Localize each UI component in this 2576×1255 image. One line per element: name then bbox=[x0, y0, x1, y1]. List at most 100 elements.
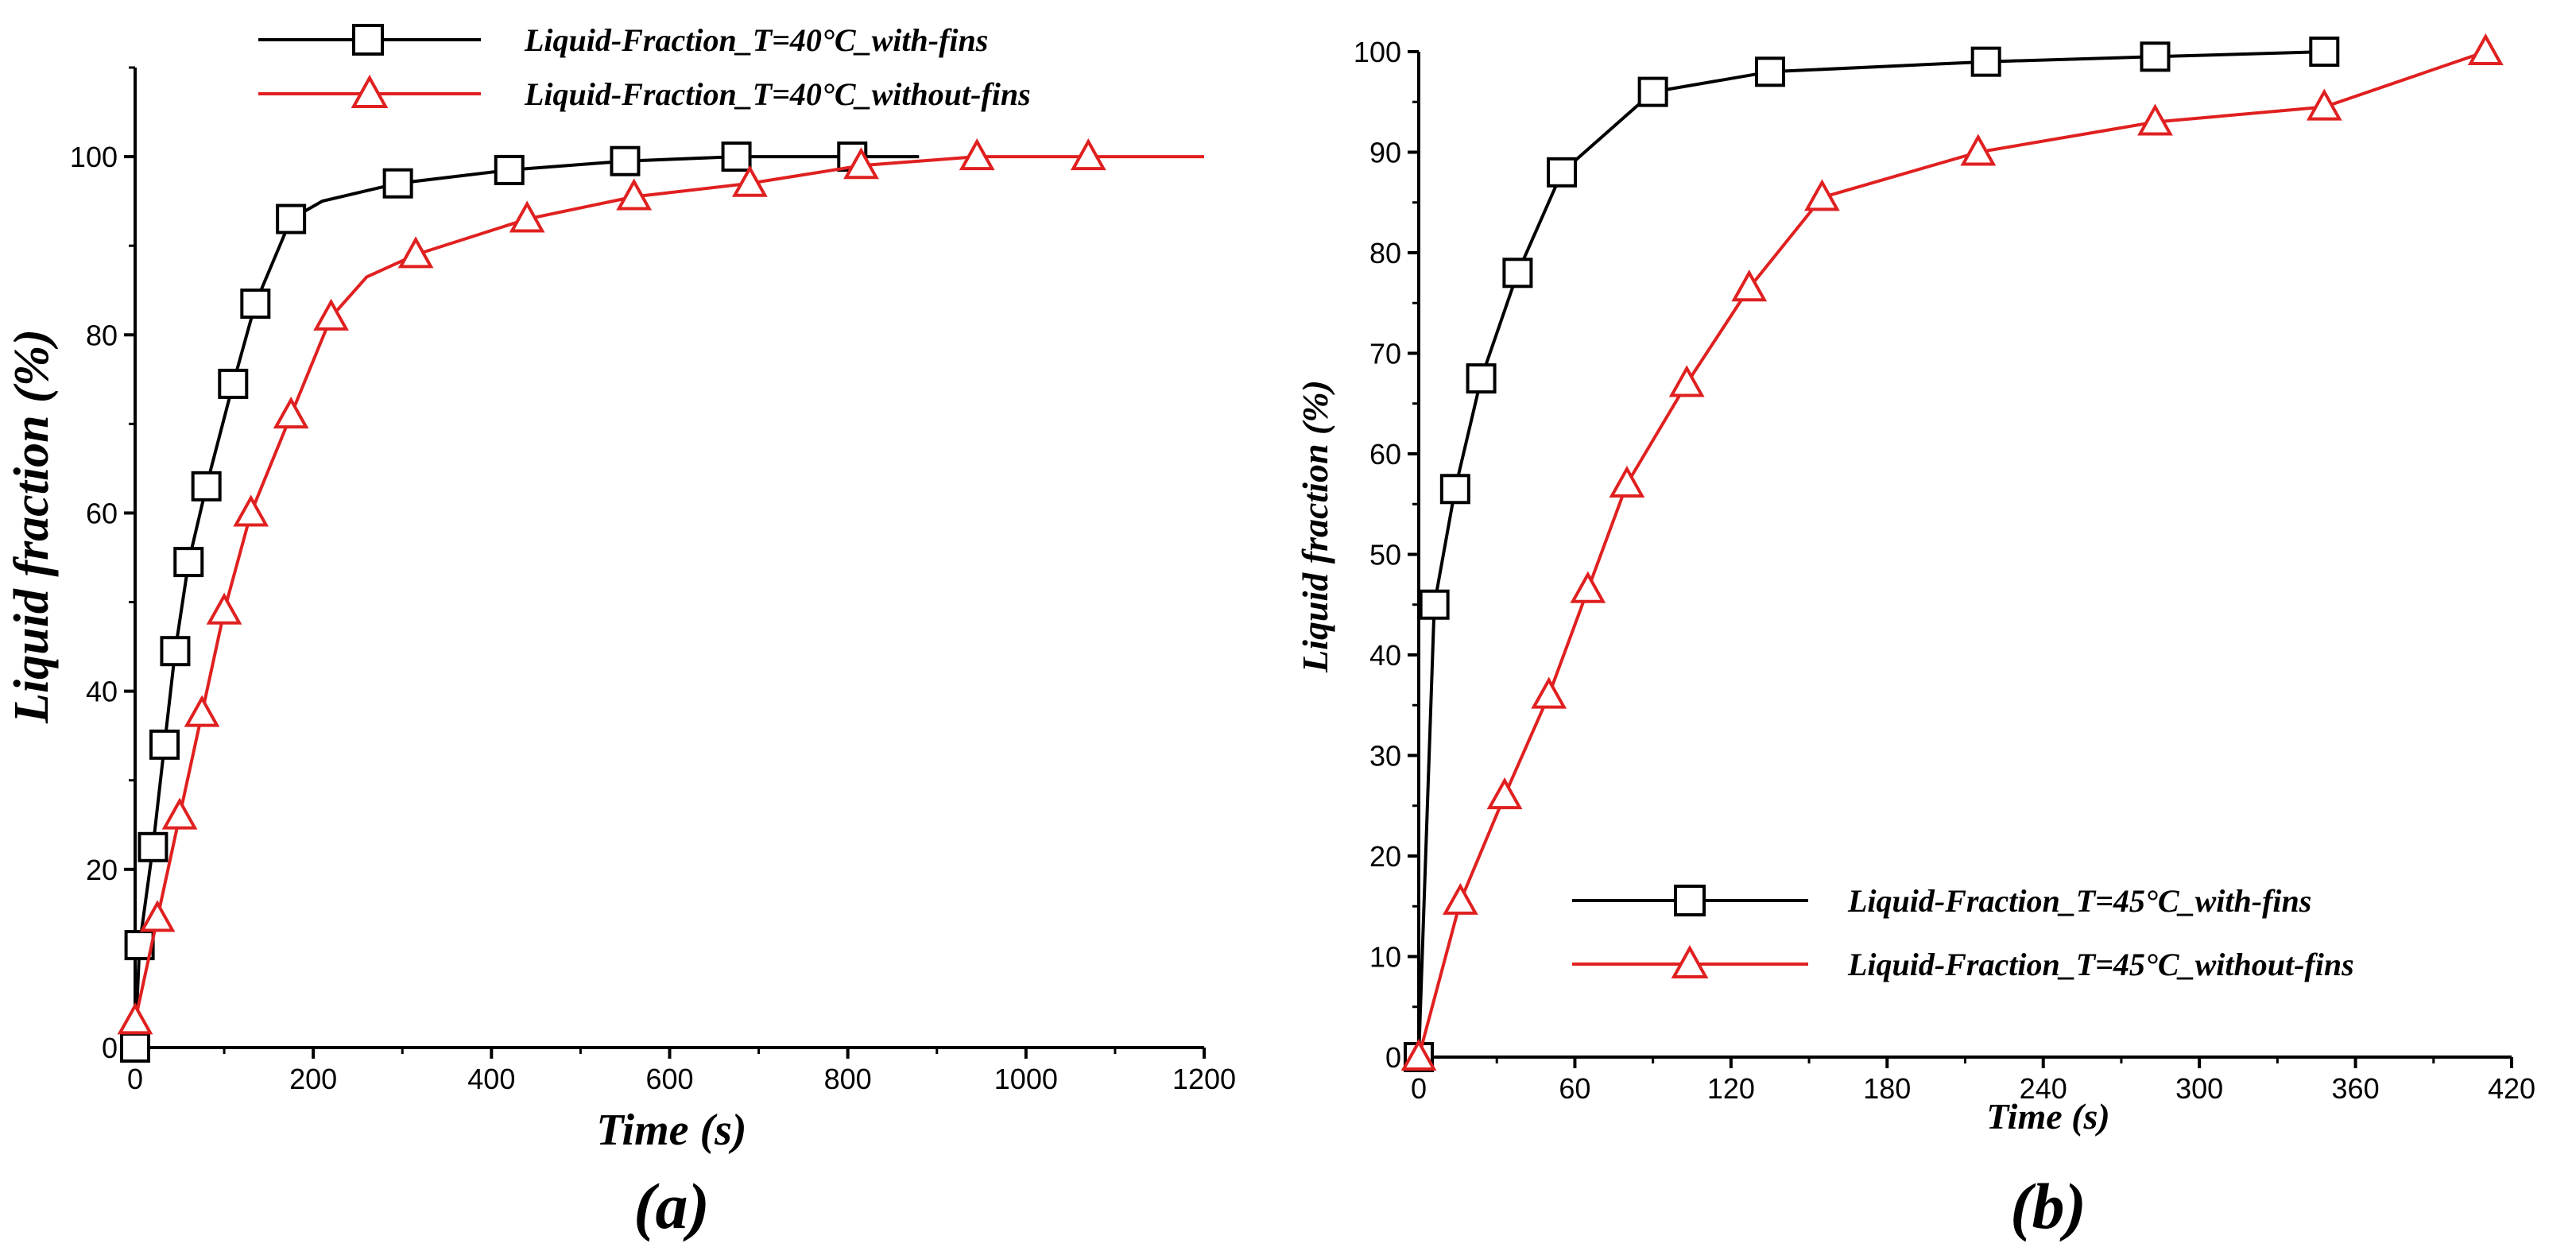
data-point bbox=[240, 289, 271, 320]
x-axis-title-a: Time (s) bbox=[596, 1106, 746, 1155]
x-tick-label-a: 600 bbox=[645, 1063, 693, 1095]
data-point bbox=[2137, 103, 2173, 136]
x-tick-label-a: 200 bbox=[289, 1063, 337, 1095]
data-point bbox=[161, 797, 198, 830]
data-point bbox=[843, 147, 879, 180]
data-point bbox=[1502, 258, 1533, 289]
data-point bbox=[1668, 365, 1705, 397]
x-tick-label-a: 1000 bbox=[994, 1063, 1058, 1095]
legend-b: Liquid-Fraction_T=45°C_with-fins Liquid-… bbox=[1572, 883, 2354, 982]
data-point bbox=[610, 145, 641, 176]
chart-panel-a: 0 200 400 600 800 1000 1200 0 20 40 60 80 100 Liquid… bbox=[5, 22, 1236, 1242]
series-b-2 bbox=[1400, 33, 2504, 1071]
y-tick-label-a: 40 bbox=[86, 676, 118, 708]
y-tick-label-b: 50 bbox=[1369, 539, 1401, 571]
legend-a-marker-1 bbox=[352, 24, 384, 56]
data-point bbox=[1570, 571, 1606, 603]
y-tick-label-b: 70 bbox=[1369, 338, 1401, 370]
legend-a-label-1: Liquid-Fraction_T=40°C_with-fins bbox=[524, 22, 988, 58]
data-point bbox=[1531, 676, 1567, 709]
legend-b-label-1: Liquid-Fraction_T=45°C_with-fins bbox=[1847, 883, 2311, 919]
y-tick-label-b: 10 bbox=[1369, 941, 1401, 974]
data-point bbox=[1070, 138, 1106, 171]
data-point bbox=[382, 168, 413, 199]
y-tick-label-b: 40 bbox=[1369, 639, 1401, 672]
y-axis-title-b: Liquid fraction (%) bbox=[1295, 380, 1335, 673]
data-point bbox=[218, 368, 249, 399]
legend-a-marker-2 bbox=[351, 74, 389, 108]
data-point bbox=[959, 138, 995, 171]
series-b-1 bbox=[1404, 37, 2340, 1072]
y-tick-label-a: 60 bbox=[86, 497, 118, 529]
data-point bbox=[313, 298, 349, 331]
data-point bbox=[1754, 56, 1785, 87]
data-point bbox=[120, 1032, 150, 1063]
data-point bbox=[2309, 37, 2340, 67]
x-tick-label-b: 420 bbox=[2488, 1072, 2535, 1105]
y-tick-label-b: 80 bbox=[1369, 237, 1401, 269]
data-point bbox=[1804, 179, 1840, 211]
x-tick-label-a: 1200 bbox=[1172, 1063, 1236, 1095]
legend-b-marker-1 bbox=[1674, 885, 1706, 916]
data-point bbox=[206, 592, 242, 625]
data-point bbox=[494, 154, 525, 185]
y-tick-label-b: 30 bbox=[1369, 740, 1401, 773]
x-tick-label-b: 120 bbox=[1707, 1072, 1755, 1105]
legend-a: Liquid-Fraction_T=40°C_with-fins Liquid-… bbox=[258, 22, 1031, 112]
data-point bbox=[509, 200, 545, 233]
data-point bbox=[1609, 465, 1645, 498]
series-a-1 bbox=[120, 141, 920, 1063]
data-point bbox=[1486, 777, 1523, 810]
series-line-a-2 bbox=[134, 155, 1204, 1021]
y-tick-label-b: 90 bbox=[1369, 137, 1401, 169]
data-point bbox=[2306, 88, 2342, 121]
data-point bbox=[233, 494, 269, 527]
data-point bbox=[160, 636, 191, 667]
y-tick-label-a: 80 bbox=[86, 319, 118, 351]
data-point bbox=[721, 141, 752, 172]
data-point bbox=[1637, 76, 1668, 107]
data-point bbox=[1547, 157, 1578, 188]
y-tick-label-a: 100 bbox=[70, 141, 118, 173]
data-point bbox=[1400, 1038, 1437, 1071]
series-a-2 bbox=[117, 138, 1204, 1035]
data-point bbox=[173, 547, 204, 578]
panel-label-b: (b) bbox=[2010, 1170, 2086, 1242]
y-tick-label-a: 20 bbox=[86, 854, 118, 886]
x-tick-label-b: 240 bbox=[2020, 1072, 2067, 1105]
data-point bbox=[117, 1002, 153, 1035]
x-tick-label-a: 400 bbox=[467, 1063, 515, 1095]
y-tick-label-b: 20 bbox=[1369, 840, 1401, 873]
legend-b-label-2: Liquid-Fraction_T=45°C_without-fins bbox=[1847, 947, 2354, 982]
y-tick-label-a: 0 bbox=[102, 1032, 118, 1064]
data-point bbox=[273, 397, 309, 429]
legend-a-label-2: Liquid-Fraction_T=40°C_without-fins bbox=[524, 76, 1031, 112]
chart-panel-b: 0 60 120 180 240 300 360 420 0 10 20 30 40 50 60 70 80 90… bbox=[1295, 33, 2535, 1242]
y-axis-title-a: Liquid fraction (%) bbox=[5, 329, 59, 724]
data-point bbox=[1439, 474, 1470, 505]
data-point bbox=[1466, 363, 1497, 394]
x-tick-label-b: 60 bbox=[1559, 1072, 1590, 1105]
data-point bbox=[276, 203, 307, 234]
data-point bbox=[2140, 41, 2171, 72]
panel-label-a: (a) bbox=[633, 1170, 710, 1242]
data-point bbox=[139, 900, 176, 932]
data-point bbox=[149, 729, 180, 760]
x-tick-label-b: 300 bbox=[2175, 1072, 2223, 1105]
data-point bbox=[138, 831, 169, 862]
data-point bbox=[1731, 269, 1768, 302]
plot-area-b: 0 60 120 180 240 300 360 420 0 10 20 30 40 50 60 70 80 90… bbox=[1354, 33, 2535, 1105]
data-point bbox=[2467, 33, 2504, 65]
data-point bbox=[731, 165, 768, 197]
x-tick-label-b: 0 bbox=[1411, 1072, 1427, 1105]
data-point bbox=[616, 178, 653, 211]
plot-area-a: 0 200 400 600 800 1000 1200 0 20 40 60 80 100 bbox=[70, 66, 1236, 1095]
data-point bbox=[1960, 134, 1997, 166]
data-point bbox=[184, 695, 220, 727]
x-tick-label-a: 0 bbox=[127, 1063, 143, 1095]
data-point bbox=[1419, 589, 1450, 620]
x-tick-label-b: 180 bbox=[1863, 1072, 1911, 1105]
x-tick-label-b: 360 bbox=[2332, 1072, 2380, 1105]
y-tick-label-b: 0 bbox=[1385, 1041, 1401, 1074]
